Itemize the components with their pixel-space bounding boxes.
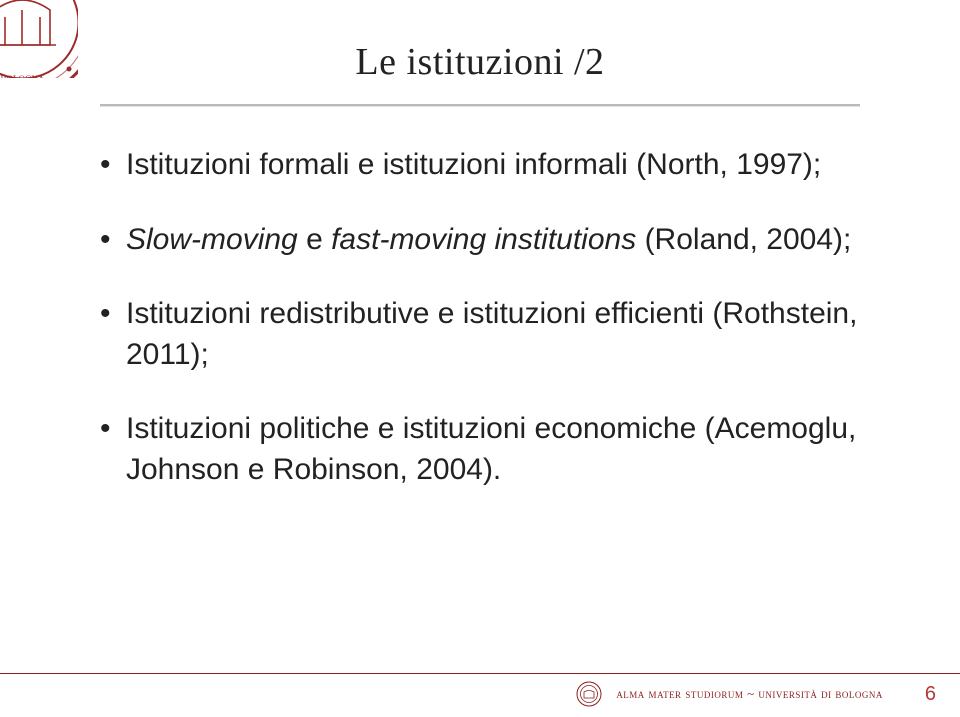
bullet-text: (Roland, 2004); xyxy=(636,223,851,256)
university-seal-icon: ALMA MATER BOLOGNA xyxy=(0,0,78,78)
bullet-text: Istituzioni politiche e istituzioni econ… xyxy=(126,412,856,486)
slide-title: Le istituzioni /2 xyxy=(100,40,860,84)
slide-title-area: Le istituzioni /2 xyxy=(100,40,860,84)
footer-text: alma mater studiorum ~ università di bol… xyxy=(616,686,883,702)
bullet-text-italic: Slow-moving xyxy=(126,223,298,256)
footer-rule xyxy=(0,673,960,674)
title-underline xyxy=(100,104,860,107)
bullet-text: Istituzioni redistributive e istituzioni… xyxy=(126,297,857,371)
bullet-item: Istituzioni redistributive e istituzioni… xyxy=(100,294,860,375)
bullet-item: Slow-moving e fast-moving institutions (… xyxy=(100,220,860,261)
bullet-text: Istituzioni formali e istituzioni inform… xyxy=(126,148,821,181)
footer-inner: alma mater studiorum ~ università di bol… xyxy=(576,681,936,707)
bullet-item: Istituzioni politiche e istituzioni econ… xyxy=(100,409,860,490)
bullet-item: Istituzioni formali e istituzioni inform… xyxy=(100,145,860,186)
footer-seal-icon xyxy=(576,681,602,707)
footer: alma mater studiorum ~ università di bol… xyxy=(0,673,960,717)
svg-text:BOLOGNA: BOLOGNA xyxy=(1,74,45,78)
footer-sep: ~ xyxy=(743,686,758,701)
content-area: Istituzioni formali e istituzioni inform… xyxy=(100,145,860,524)
bullet-list: Istituzioni formali e istituzioni inform… xyxy=(100,145,860,490)
corner-seal-crop: ALMA MATER BOLOGNA xyxy=(0,0,78,78)
footer-text-sc: alma mater studiorum xyxy=(616,686,743,701)
bullet-text: e xyxy=(298,223,331,256)
bullet-text-italic: fast-moving institutions xyxy=(331,223,636,256)
footer-text-rest: università di bologna xyxy=(758,686,883,701)
page-number: 6 xyxy=(925,683,936,706)
